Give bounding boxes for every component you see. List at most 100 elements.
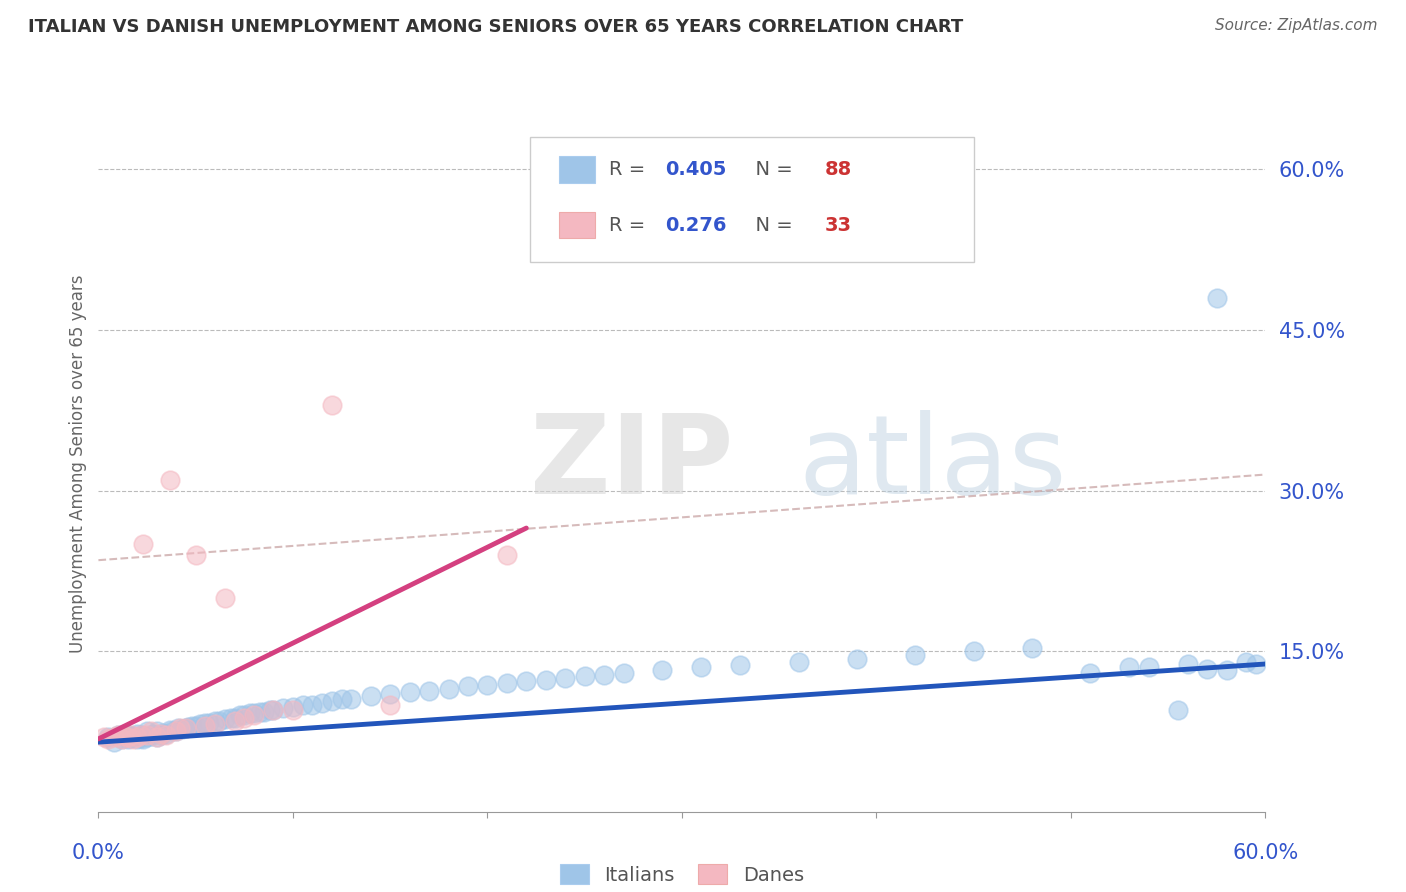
Point — [457, 680, 479, 694]
Text: N =: N = — [742, 216, 799, 235]
Point — [311, 696, 333, 710]
Text: R =: R = — [609, 160, 651, 179]
Point — [418, 683, 440, 698]
Point — [142, 726, 165, 740]
Point — [281, 699, 304, 714]
Point — [1118, 660, 1140, 674]
Point — [121, 731, 143, 745]
Point — [180, 719, 202, 733]
Point — [97, 731, 120, 746]
Point — [129, 728, 152, 742]
Point — [340, 692, 363, 706]
Point — [208, 714, 231, 728]
Point — [224, 710, 246, 724]
Point — [169, 721, 191, 735]
Point — [97, 730, 120, 744]
Point — [170, 723, 193, 737]
Point — [398, 685, 420, 699]
Point — [249, 705, 271, 719]
Text: 0.0%: 0.0% — [72, 843, 125, 863]
Point — [129, 728, 152, 742]
Text: atlas: atlas — [799, 410, 1067, 517]
Point — [1137, 660, 1160, 674]
Point — [127, 730, 149, 744]
Point — [253, 705, 276, 719]
Point — [165, 724, 187, 739]
Point — [93, 730, 115, 744]
Point — [159, 723, 181, 738]
Point — [198, 715, 221, 730]
Point — [612, 665, 634, 680]
Point — [534, 673, 557, 687]
Point — [1195, 662, 1218, 676]
Point — [904, 648, 927, 663]
Y-axis label: Unemployment Among Seniors over 65 years: Unemployment Among Seniors over 65 years — [69, 275, 87, 653]
Point — [291, 698, 314, 712]
Point — [730, 658, 752, 673]
Point — [229, 708, 252, 723]
Point — [321, 694, 343, 708]
Point — [184, 719, 207, 733]
Point — [690, 660, 713, 674]
Text: 88: 88 — [825, 160, 852, 179]
Point — [103, 730, 125, 744]
FancyBboxPatch shape — [560, 156, 595, 183]
Point — [593, 667, 616, 681]
Point — [224, 714, 246, 728]
Point — [136, 728, 159, 742]
Point — [962, 644, 984, 658]
Point — [574, 669, 596, 683]
Point — [233, 708, 256, 723]
Point — [214, 712, 236, 726]
Point — [111, 731, 134, 746]
Point — [1234, 655, 1257, 669]
Point — [194, 719, 217, 733]
Point — [136, 730, 159, 744]
Text: N =: N = — [742, 160, 799, 179]
Point — [1215, 664, 1237, 678]
Point — [117, 728, 139, 742]
Point — [233, 710, 256, 724]
Point — [845, 651, 868, 665]
Text: ITALIAN VS DANISH UNEMPLOYMENT AMONG SENIORS OVER 65 YEARS CORRELATION CHART: ITALIAN VS DANISH UNEMPLOYMENT AMONG SEN… — [28, 18, 963, 36]
Point — [301, 698, 323, 712]
Point — [787, 655, 810, 669]
Text: 0.276: 0.276 — [665, 216, 727, 235]
Point — [159, 473, 181, 487]
Point — [112, 726, 135, 740]
Point — [177, 720, 200, 734]
Point — [330, 692, 353, 706]
Point — [146, 730, 169, 744]
Point — [262, 703, 284, 717]
Point — [1244, 657, 1267, 671]
Point — [495, 548, 517, 562]
Point — [146, 730, 169, 744]
Point — [121, 728, 143, 742]
Point — [259, 703, 281, 717]
Point — [184, 548, 207, 562]
Point — [262, 703, 284, 717]
Point — [117, 731, 139, 746]
Text: 60.0%: 60.0% — [1232, 843, 1299, 863]
Point — [214, 591, 236, 605]
Point — [155, 728, 177, 742]
Point — [243, 708, 266, 723]
FancyBboxPatch shape — [530, 136, 973, 262]
Point — [174, 721, 197, 735]
Point — [155, 726, 177, 740]
Point — [112, 729, 135, 743]
Text: 33: 33 — [825, 216, 852, 235]
Text: ZIP: ZIP — [530, 410, 734, 517]
Point — [127, 726, 149, 740]
Point — [1205, 291, 1227, 305]
Point — [239, 706, 262, 721]
Point — [477, 678, 499, 692]
Point — [107, 728, 129, 742]
Point — [167, 721, 190, 735]
Point — [127, 731, 149, 746]
Point — [149, 726, 172, 740]
Point — [271, 701, 294, 715]
Point — [1167, 703, 1189, 717]
Point — [1080, 665, 1102, 680]
Point — [149, 728, 172, 742]
